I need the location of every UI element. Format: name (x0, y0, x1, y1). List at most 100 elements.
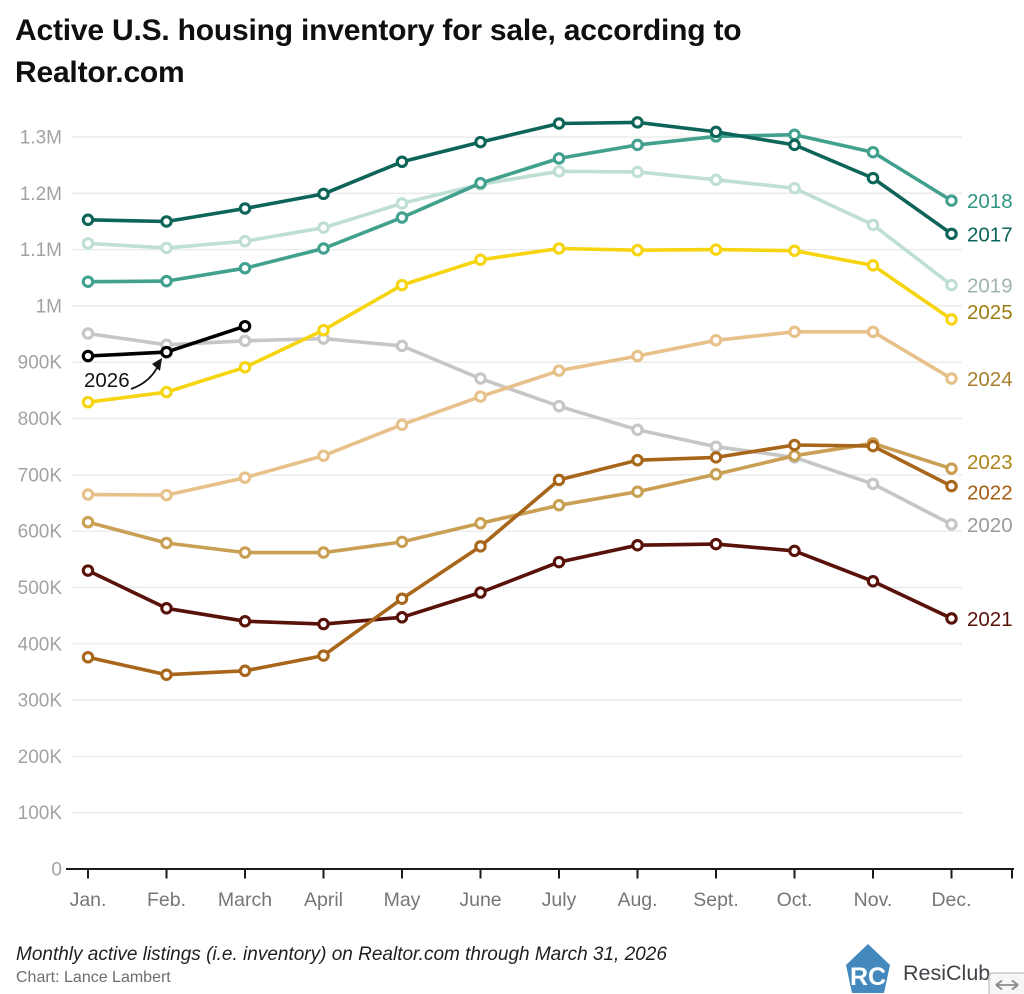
x-tick-label: Feb. (147, 889, 186, 911)
annotation-2026: 2026 (84, 369, 130, 392)
data-point-2025 (631, 243, 644, 257)
data-point-2025 (160, 385, 173, 399)
x-tick-label: May (384, 889, 421, 911)
data-point-2017 (631, 116, 644, 129)
year-label-2025: 2025 (967, 301, 1013, 324)
y-tick-label: 1.3M (20, 127, 62, 148)
data-point-2018 (945, 194, 958, 207)
data-point-2017 (160, 215, 173, 228)
data-point-2017 (395, 155, 409, 169)
y-tick-label: 800K (18, 409, 63, 430)
y-tick-label: 300K (18, 691, 63, 712)
y-tick-label: 400K (18, 634, 63, 655)
data-point-2019 (552, 165, 566, 178)
data-point-2024 (474, 390, 487, 403)
data-point-2022 (866, 439, 880, 453)
x-tick-label: Sept. (693, 889, 739, 911)
y-tick-label: 900K (18, 353, 63, 374)
data-point-2021 (81, 564, 95, 577)
data-point-2023 (945, 462, 958, 475)
data-point-2018 (238, 261, 252, 275)
data-point-2021 (317, 617, 330, 631)
data-point-2023 (709, 468, 723, 481)
data-point-2019 (866, 218, 880, 232)
data-point-2017 (945, 227, 958, 241)
series-line-2024 (86, 330, 954, 497)
data-point-2024 (238, 471, 252, 484)
data-point-2020 (552, 399, 566, 413)
data-point-2025 (945, 313, 958, 326)
data-point-2024 (317, 449, 330, 462)
data-point-2026 (160, 345, 173, 359)
data-point-2022 (238, 664, 252, 678)
data-point-2023 (474, 517, 487, 530)
y-tick-label: 700K (18, 465, 63, 486)
y-tick-label: 100K (18, 803, 63, 824)
data-point-2023 (395, 535, 409, 549)
data-point-2025 (317, 323, 330, 337)
data-point-2022 (788, 438, 801, 452)
data-point-2017 (552, 117, 566, 130)
page-title: Active U.S. housing inventory for sale, … (15, 10, 995, 94)
y-tick-label: 200K (18, 747, 63, 768)
year-label-2024: 2024 (967, 368, 1013, 391)
data-point-2019 (631, 165, 644, 179)
data-point-2025 (552, 242, 566, 255)
y-tick-label: 500K (18, 578, 63, 599)
data-point-2021 (395, 611, 409, 624)
data-point-2023 (788, 449, 801, 462)
data-point-2022 (552, 473, 566, 487)
resiclub-logo: RC ResiClub (842, 938, 990, 994)
series-line-2025 (86, 246, 954, 404)
data-point-2024 (866, 325, 880, 339)
annotation-arrow (130, 363, 160, 390)
chart-note: Monthly active listings (i.e. inventory)… (16, 944, 667, 965)
x-tick-label: June (459, 889, 501, 911)
x-tick-label: Oct. (777, 889, 813, 911)
data-point-2020 (395, 339, 409, 353)
data-point-2018 (81, 275, 95, 288)
x-tick-label: Dec. (931, 889, 971, 911)
year-label-2022: 2022 (967, 482, 1013, 505)
x-tick-label: April (304, 889, 343, 911)
data-point-2022 (317, 649, 330, 662)
resiclub-logo-mark: RC (846, 944, 890, 993)
data-point-2022 (709, 451, 723, 464)
annotation-arrowhead (152, 358, 162, 371)
data-point-2022 (81, 651, 95, 664)
data-point-2024 (81, 488, 95, 501)
data-point-2020 (474, 372, 487, 385)
resiclub-logo-monogram: RC (850, 963, 886, 991)
data-point-2017 (474, 135, 487, 149)
data-point-2020 (238, 334, 252, 348)
data-point-2023 (160, 536, 173, 550)
data-point-2022 (945, 479, 958, 493)
data-point-2022 (474, 540, 487, 553)
data-point-2024 (788, 325, 801, 339)
data-point-2021 (788, 544, 801, 558)
data-point-2021 (238, 614, 252, 628)
data-point-2024 (552, 364, 566, 377)
series-line-2019 (86, 169, 954, 287)
resiclub-logo-shape (846, 944, 890, 993)
data-point-2017 (866, 171, 880, 185)
data-point-2026 (238, 319, 252, 333)
data-point-2018 (317, 242, 330, 255)
data-point-2023 (238, 546, 252, 559)
data-point-2026 (81, 349, 95, 363)
data-point-2018 (866, 145, 880, 159)
x-tick-label: Aug. (617, 889, 657, 911)
y-tick-label: 1M (36, 296, 62, 317)
data-point-2025 (238, 361, 252, 374)
data-point-2022 (395, 592, 409, 605)
expand-icon[interactable] (988, 972, 1024, 994)
series-line-2018 (86, 132, 954, 284)
data-point-2018 (160, 274, 173, 288)
data-point-2019 (317, 221, 330, 234)
data-point-2021 (160, 602, 173, 615)
data-point-2020 (866, 477, 880, 491)
data-point-2021 (709, 537, 723, 551)
data-point-2017 (709, 125, 723, 139)
data-point-2020 (81, 327, 95, 340)
x-tick-label: July (542, 889, 577, 911)
